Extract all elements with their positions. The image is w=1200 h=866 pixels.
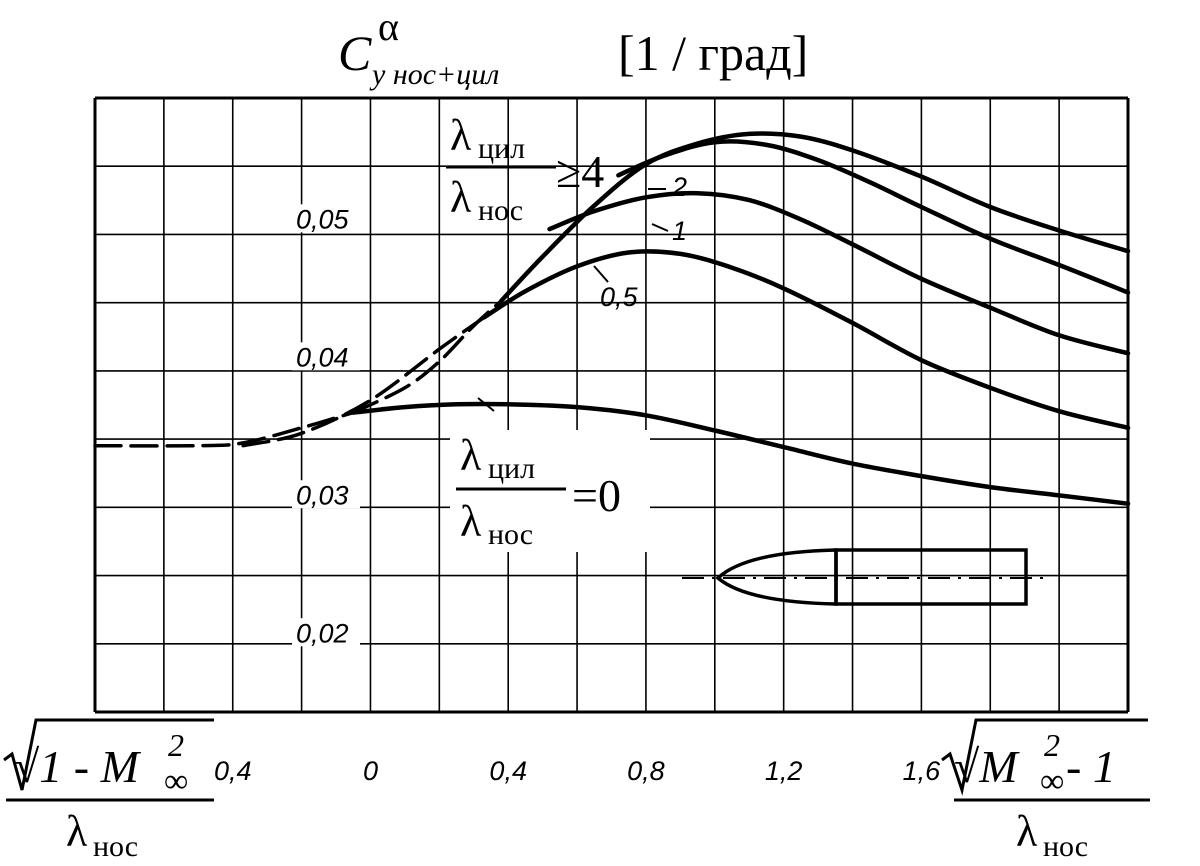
y-tick-label-backdrop: [292, 618, 360, 647]
series-1-line: [547, 190, 1131, 356]
series-0-dashed: [93, 410, 356, 448]
chart-series: [93, 131, 1131, 506]
title-base: C: [338, 25, 372, 81]
x-left-den-sub: нос: [93, 830, 138, 863]
cylinder: [834, 548, 1028, 606]
body-sketch-icon: [682, 548, 1046, 606]
series-2-line: [616, 139, 1131, 295]
ratio-top-value: ≥4: [556, 146, 604, 197]
x-right-sub: ∞: [1040, 763, 1064, 800]
x-tick-label: 1,6: [903, 756, 942, 786]
x-tick-labels: 0,4 0 0,4 0,8 1,2 1,6: [214, 756, 941, 786]
series-05-line: [481, 249, 1131, 431]
series-4-line: [499, 131, 1131, 304]
x-tick-label: 0: [363, 756, 378, 786]
ratio-label-bottom: λ цил λ нос =0: [450, 430, 650, 552]
ratio-top-den-sub: нос: [478, 194, 523, 227]
x-right-denominator: λ: [1016, 807, 1038, 856]
x-tick-label: 1,2: [765, 756, 803, 786]
y-tick-label: 0,02: [296, 618, 349, 648]
ratio-top-numerator: λ: [450, 111, 472, 160]
x-tick-label: 0,4: [489, 756, 527, 786]
ratio-bottom-numerator: λ: [460, 431, 482, 480]
x-left-sub: ∞: [164, 763, 188, 800]
ratio-bottom-value: =0: [572, 470, 621, 521]
x-axis-label-left: √1 - M 2 ∞ λ нос: [3, 718, 214, 863]
ratio-label-top: λ цил λ нос ≥4: [446, 111, 604, 227]
curve-labels: 2 1 0,5: [477, 172, 687, 412]
y-tick-label-backdrop: [292, 342, 360, 371]
chart-title: C: [338, 25, 372, 81]
curve-label-1-leader: [651, 223, 669, 232]
curve-label-0-leader: [477, 397, 495, 412]
sqrt-sign-right: [941, 718, 1148, 796]
x-right-den-sub: нос: [1043, 830, 1088, 863]
ratio-bottom-num-sub: цил: [488, 452, 535, 485]
x-left-denominator: λ: [66, 807, 88, 856]
curve-label-1: 1: [672, 216, 687, 246]
curve-label-05: 0,5: [600, 282, 639, 312]
ratio-bottom-den-sub: нос: [488, 518, 533, 551]
ratio-top-num-sub: цил: [478, 132, 525, 165]
title-superscript: α: [378, 4, 399, 49]
x-right-tail: - 1: [1066, 741, 1116, 792]
y-tick-label: 0,03: [296, 480, 349, 510]
series-05-dashed: [241, 315, 486, 448]
x-left-sup: 2: [168, 727, 184, 763]
y-tick-labels: 0,02 0,03 0,04 0,05: [292, 204, 360, 648]
ratio-bottom-backdrop: [450, 430, 650, 552]
series-0-line: [351, 401, 1131, 506]
y-tick-label-backdrop: [292, 204, 360, 233]
series-4-dashed: [351, 299, 504, 415]
y-tick-label: 0,04: [296, 342, 349, 372]
x-right-sup: 2: [1044, 727, 1060, 763]
x-tick-label: 0,8: [627, 756, 665, 786]
title-unit: [1 / град]: [618, 25, 808, 81]
curve-label-05-leader: [593, 265, 609, 283]
x-right-numerator: √M: [954, 741, 1020, 792]
x-tick-label: 0,4: [214, 756, 252, 786]
x-axis-label-right: √M 2 ∞ - 1 λ нос: [941, 718, 1150, 863]
ratio-bottom-denominator: λ: [460, 497, 482, 546]
title-subscript: y нос+цил: [369, 58, 499, 91]
y-tick-label: 0,05: [296, 204, 350, 234]
x-left-numerator: √1 - M: [14, 741, 142, 792]
ratio-top-denominator: λ: [450, 173, 472, 222]
sqrt-sign-left: [3, 718, 214, 791]
curve-label-2: 2: [671, 172, 687, 202]
chart-grid: [93, 96, 1130, 714]
y-tick-label-backdrop: [292, 480, 360, 509]
